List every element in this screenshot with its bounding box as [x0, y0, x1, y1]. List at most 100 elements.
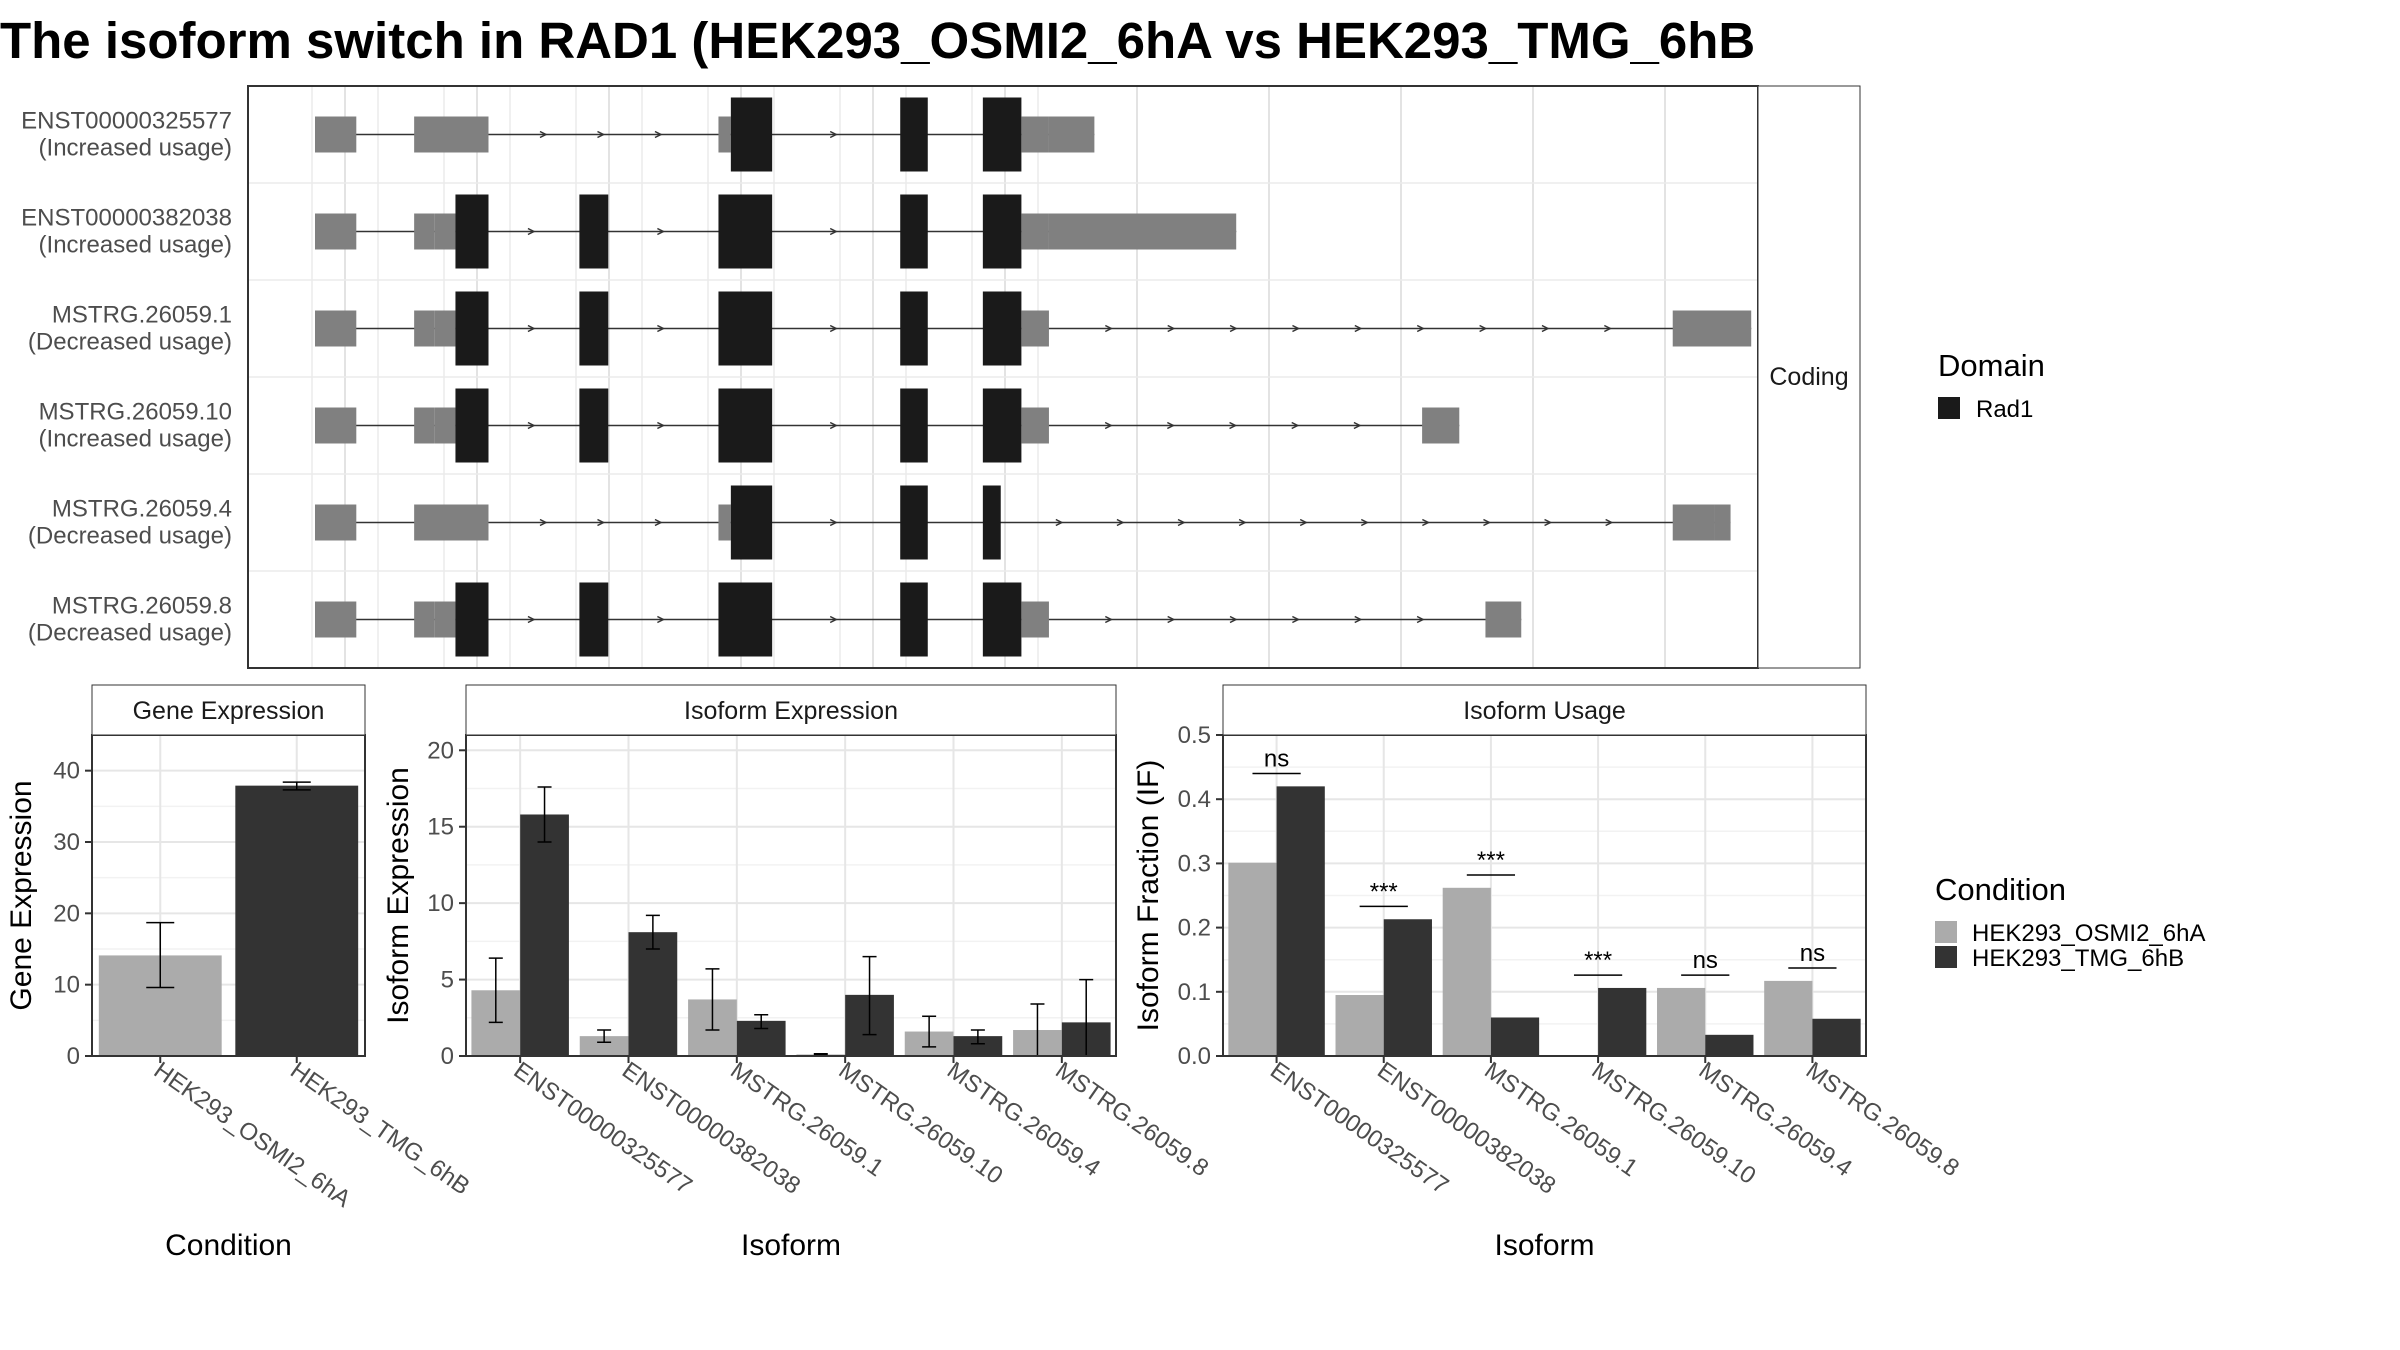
coding-exon [718, 291, 773, 366]
intron-direction-arrow [1416, 615, 1425, 624]
x-tick-label: ENST00000325577 [509, 1057, 697, 1200]
intron-direction-arrow [657, 324, 666, 333]
transcript-id-label: MSTRG.26059.4 [52, 496, 232, 523]
coding-exon [718, 582, 773, 657]
coding-exon [730, 485, 773, 560]
bar [1335, 995, 1384, 1056]
intron-direction-arrow [1291, 421, 1300, 430]
coding-exon [730, 97, 773, 172]
coding-exon [982, 485, 1001, 560]
utr-exon [414, 213, 435, 250]
utr-exon [1714, 504, 1731, 541]
utr-exon [1021, 407, 1049, 444]
condition-legend-key [1935, 946, 1957, 968]
coding-exon [982, 388, 1022, 463]
y-tick-label: 10 [427, 890, 454, 917]
intron-direction-arrow [1416, 324, 1425, 333]
error-bar [645, 914, 660, 950]
intron-direction-arrow [1360, 518, 1369, 527]
coding-exon [900, 582, 928, 657]
isoform-usage-panel: 0.0 0.1 0.2 0.3 0.4 0.5 ns ENST00000325577 *** EN… [1132, 684, 1964, 1262]
error-bar [488, 957, 503, 1024]
error-bar [922, 1015, 937, 1048]
x-axis-title: Isoform [1494, 1229, 1594, 1262]
intron-direction-arrow [1544, 518, 1553, 527]
coding-exon [579, 388, 609, 463]
y-tick-label: 0 [441, 1043, 454, 1070]
utr-exon [1048, 116, 1095, 153]
y-tick-label: 0 [67, 1043, 80, 1070]
intron-direction-arrow [1604, 324, 1613, 333]
significance-label: ns [1264, 746, 1289, 773]
y-tick-label: 0.4 [1178, 786, 1211, 813]
utr-exon [315, 407, 357, 444]
transcript-id-label: MSTRG.26059.10 [39, 399, 232, 426]
panel-title: Gene Expression [133, 697, 325, 725]
utr-exon [718, 116, 731, 153]
utr-exon [414, 310, 435, 347]
utr-exon [1021, 601, 1049, 638]
intron-direction-arrow [829, 130, 838, 139]
utr-exon [434, 213, 456, 250]
error-bar [754, 1013, 769, 1030]
figure-title: The isoform switch in RAD1 (HEK293_OSMI2… [0, 12, 1755, 69]
utr-exon [414, 407, 435, 444]
bar [579, 1036, 629, 1056]
x-tick-label: ENST00000382038 [1372, 1057, 1560, 1200]
coding-exon [900, 97, 928, 172]
x-axis-title: Condition [165, 1229, 292, 1262]
intron-direction-arrow [657, 421, 666, 430]
y-tick-label: 0.0 [1178, 1043, 1211, 1070]
error-bar [862, 955, 877, 1036]
coding-exon [982, 97, 1022, 172]
intron-direction-arrow [1104, 615, 1113, 624]
utr-exon [718, 504, 731, 541]
utr-exon [434, 407, 456, 444]
intron-direction-arrow [1166, 421, 1176, 430]
y-tick-label: 0.5 [1178, 722, 1211, 749]
significance-label: *** [1477, 847, 1505, 874]
transcript-id-label: ENST00000325577 [21, 108, 232, 135]
intron-direction-arrow [1238, 518, 1247, 527]
error-bar [597, 1029, 612, 1043]
utr-exon [414, 504, 489, 541]
significance-label: ns [1800, 940, 1825, 967]
error-bar [146, 921, 175, 989]
intron-direction-arrow [597, 130, 606, 139]
transcript-usage-label: (Increased usage) [39, 135, 232, 162]
intron-direction-arrow [829, 421, 838, 430]
coding-exon [900, 194, 928, 269]
condition-legend-label: HEK293_TMG_6hB [1972, 945, 2184, 972]
intron-direction-arrow [1104, 324, 1113, 333]
x-tick-label: ENST00000325577 [1265, 1057, 1453, 1200]
coding-exon [455, 582, 489, 657]
coding-exon [579, 194, 609, 269]
bar [1490, 1017, 1540, 1056]
y-tick-label: 30 [53, 829, 80, 856]
intron-direction-arrow [829, 615, 838, 624]
intron-direction-arrow [1483, 518, 1492, 527]
error-bar [705, 968, 720, 1031]
intron-direction-arrow [527, 227, 536, 236]
structure-strip [1757, 85, 1861, 669]
utr-exon [414, 116, 489, 153]
bar [953, 1036, 1003, 1056]
intron-direction-arrow [1292, 615, 1301, 624]
domain-legend-title: Domain [1938, 348, 2045, 383]
coding-exon [455, 291, 489, 366]
utr-exon [315, 116, 357, 153]
coding-exon [718, 194, 773, 269]
utr-exon [1422, 407, 1460, 444]
y-axis-title: Gene Expression [5, 780, 38, 1010]
significance-label: *** [1370, 878, 1398, 905]
bar [520, 814, 569, 1056]
y-tick-label: 0.1 [1178, 979, 1211, 1006]
intron-direction-arrow [829, 324, 838, 333]
y-tick-label: 0.2 [1178, 915, 1211, 942]
x-axis-title: Isoform [741, 1229, 841, 1262]
intron-direction-arrow [657, 227, 666, 236]
coding-exon [982, 582, 1022, 657]
coding-exon [900, 485, 928, 560]
intron-direction-arrow [1167, 324, 1176, 333]
gene-structure-panel: ENST00000325577(Increased usage)ENST0000… [21, 85, 1861, 669]
